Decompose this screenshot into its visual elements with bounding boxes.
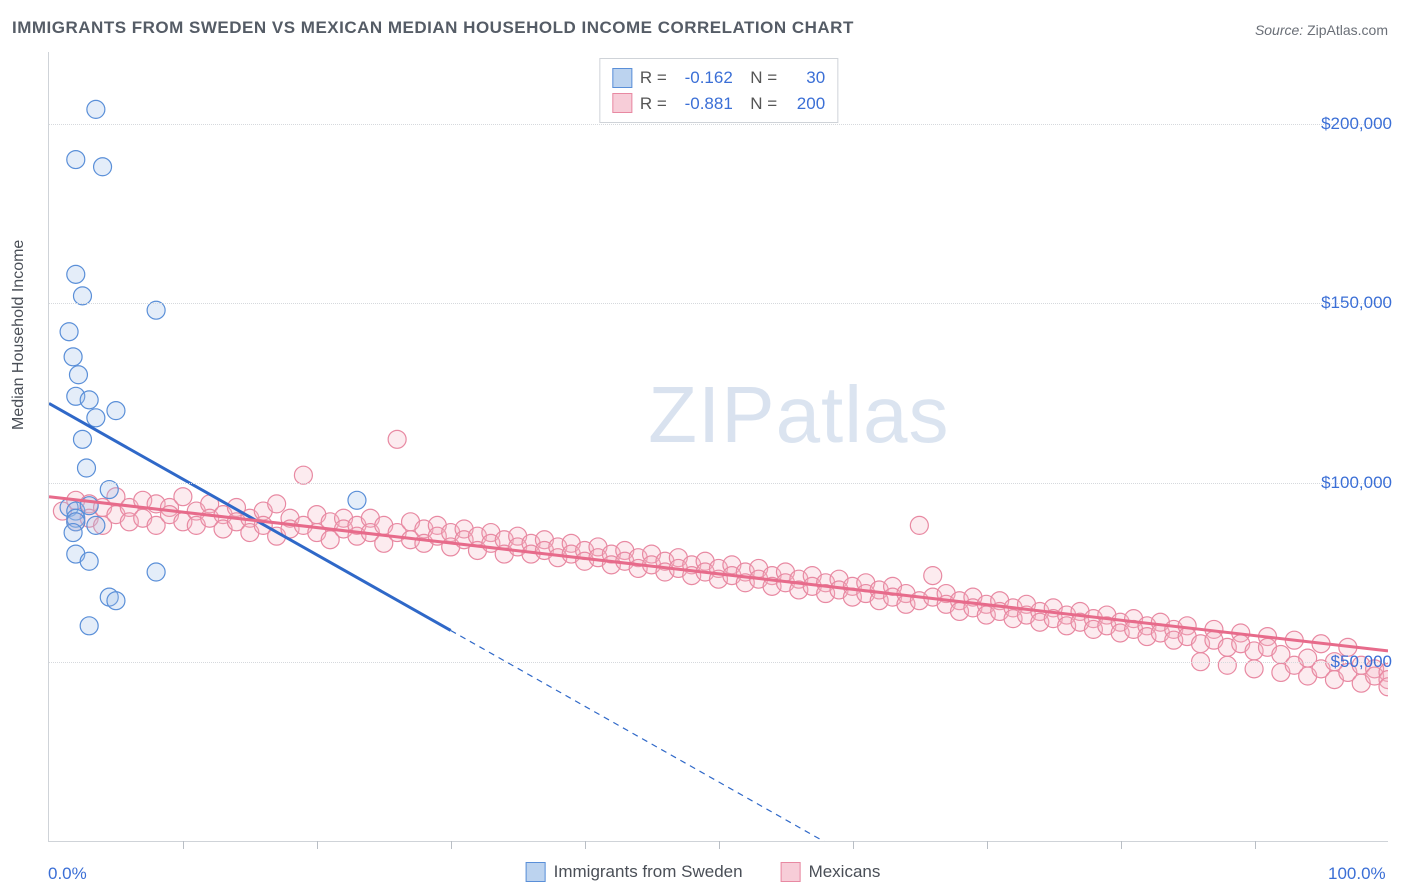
y-tick-label: $50,000 — [1331, 652, 1392, 672]
scatter-point-sweden — [87, 100, 105, 118]
scatter-point-mexicans — [174, 488, 192, 506]
scatter-point-sweden — [80, 617, 98, 635]
scatter-point-sweden — [80, 552, 98, 570]
scatter-point-sweden — [80, 391, 98, 409]
scatter-point-mexicans — [1218, 656, 1236, 674]
scatter-point-sweden — [77, 459, 95, 477]
chart-container: IMMIGRANTS FROM SWEDEN VS MEXICAN MEDIAN… — [0, 0, 1406, 892]
scatter-point-mexicans — [910, 516, 928, 534]
n-value-sweden: 30 — [785, 65, 825, 91]
y-tick-label: $100,000 — [1321, 473, 1392, 493]
scatter-point-sweden — [107, 592, 125, 610]
source-credit: Source: ZipAtlas.com — [1255, 22, 1388, 38]
scatter-point-sweden — [64, 348, 82, 366]
scatter-point-sweden — [87, 516, 105, 534]
legend-row-sweden: R = -0.162 N = 30 — [612, 65, 825, 91]
legend-item-sweden: Immigrants from Sweden — [526, 862, 743, 882]
source-label: Source: — [1255, 22, 1303, 38]
legend-swatch-sweden — [526, 862, 546, 882]
scatter-point-sweden — [67, 151, 85, 169]
legend-swatch-mexicans — [781, 862, 801, 882]
scatter-point-sweden — [64, 524, 82, 542]
r-label: R = — [640, 65, 667, 91]
source-value: ZipAtlas.com — [1307, 22, 1388, 38]
scatter-point-mexicans — [388, 430, 406, 448]
legend-item-mexicans: Mexicans — [781, 862, 881, 882]
scatter-point-sweden — [60, 323, 78, 341]
y-tick-label: $200,000 — [1321, 114, 1392, 134]
correlation-legend: R = -0.162 N = 30 R = -0.881 N = 200 — [599, 58, 838, 123]
r-value-mexicans: -0.881 — [675, 91, 733, 117]
legend-swatch-mexicans — [612, 93, 632, 113]
series-legend: Immigrants from Sweden Mexicans — [526, 862, 881, 882]
plot-area: ZIPatlas R = -0.162 N = 30 R = -0.881 N … — [48, 52, 1388, 842]
scatter-point-sweden — [73, 287, 91, 305]
scatter-point-mexicans — [268, 495, 286, 513]
r-label: R = — [640, 91, 667, 117]
scatter-point-sweden — [348, 491, 366, 509]
scatter-point-sweden — [87, 409, 105, 427]
y-tick-label: $150,000 — [1321, 293, 1392, 313]
scatter-point-mexicans — [924, 567, 942, 585]
scatter-point-sweden — [107, 402, 125, 420]
scatter-point-sweden — [94, 158, 112, 176]
scatter-point-sweden — [69, 366, 87, 384]
legend-label-sweden: Immigrants from Sweden — [554, 862, 743, 882]
n-value-mexicans: 200 — [785, 91, 825, 117]
n-label: N = — [741, 65, 777, 91]
legend-label-mexicans: Mexicans — [809, 862, 881, 882]
legend-swatch-sweden — [612, 68, 632, 88]
n-label: N = — [741, 91, 777, 117]
scatter-point-sweden — [67, 265, 85, 283]
scatter-point-mexicans — [294, 466, 312, 484]
scatter-plot-svg — [49, 52, 1388, 841]
scatter-point-sweden — [73, 430, 91, 448]
legend-row-mexicans: R = -0.881 N = 200 — [612, 91, 825, 117]
y-axis-label: Median Household Income — [10, 240, 28, 430]
scatter-point-sweden — [147, 563, 165, 581]
trendline-mexicans — [49, 497, 1388, 651]
r-value-sweden: -0.162 — [675, 65, 733, 91]
chart-title: IMMIGRANTS FROM SWEDEN VS MEXICAN MEDIAN… — [12, 18, 854, 38]
x-tick-label: 0.0% — [48, 864, 87, 884]
x-tick-label: 100.0% — [1328, 864, 1386, 884]
